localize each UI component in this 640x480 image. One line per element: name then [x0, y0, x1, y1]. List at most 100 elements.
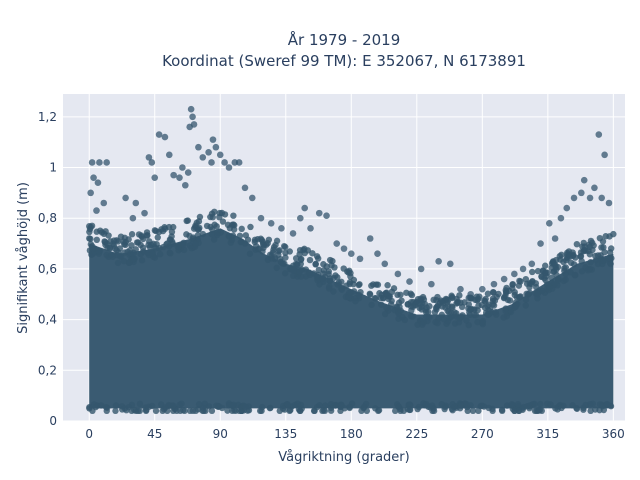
- data-point: [390, 285, 398, 292]
- data-point: [167, 250, 174, 257]
- outlier-point: [563, 204, 571, 212]
- data-point: [131, 406, 138, 414]
- data-point: [522, 296, 530, 303]
- data-point: [463, 400, 470, 408]
- data-point: [227, 239, 234, 246]
- data-point: [393, 303, 400, 310]
- data-point: [242, 403, 249, 410]
- x-tick-label: 315: [536, 427, 559, 441]
- data-point: [541, 275, 548, 282]
- data-point: [128, 231, 136, 238]
- data-point: [471, 306, 478, 313]
- data-point: [267, 404, 274, 412]
- data-point: [572, 254, 579, 261]
- data-point: [295, 406, 303, 413]
- outlier-point: [235, 159, 243, 166]
- data-point: [553, 271, 560, 279]
- data-point: [515, 282, 523, 289]
- outlier-point: [208, 159, 215, 166]
- outlier-point: [195, 143, 202, 151]
- data-point: [603, 400, 611, 408]
- data-point: [306, 256, 314, 264]
- data-point: [570, 261, 578, 268]
- chart-subtitle: Koordinat (Sweref 99 TM): E 352067, N 61…: [162, 52, 526, 70]
- data-point: [326, 277, 333, 284]
- data-point: [534, 407, 542, 415]
- y-axis-title: Signifikant våghöjd (m): [16, 182, 31, 334]
- data-point: [433, 303, 441, 310]
- outlier-point: [182, 181, 189, 189]
- outlier-point: [301, 204, 308, 212]
- outlier-point: [165, 151, 173, 159]
- data-point: [228, 402, 236, 410]
- data-point: [315, 266, 323, 274]
- data-point: [495, 290, 502, 298]
- data-point: [87, 241, 95, 248]
- data-point: [500, 314, 507, 321]
- y-axis-ticks: 0 0,2 0,4 0,6 0,8 1 1,2: [38, 110, 57, 428]
- data-point: [428, 402, 436, 409]
- outlier-point: [161, 133, 169, 141]
- data-point: [121, 249, 128, 256]
- outlier-point: [267, 219, 275, 227]
- data-point: [114, 259, 122, 267]
- data-point: [522, 275, 530, 283]
- outlier-point: [87, 189, 94, 197]
- data-point: [132, 246, 139, 253]
- outlier-point: [340, 245, 348, 252]
- x-tick-label: 180: [340, 427, 363, 441]
- data-point: [580, 404, 587, 412]
- data-point: [607, 260, 614, 268]
- outlier-point: [467, 290, 474, 298]
- outlier-point: [333, 240, 341, 247]
- data-point: [592, 252, 599, 260]
- data-point: [465, 321, 472, 329]
- outlier-point: [141, 209, 148, 217]
- outlier-point: [366, 235, 374, 242]
- data-point: [433, 297, 440, 304]
- data-point: [464, 407, 471, 415]
- data-point: [465, 301, 472, 308]
- data-point: [321, 407, 329, 415]
- data-point: [508, 401, 516, 408]
- data-point: [385, 295, 392, 303]
- data-point: [366, 290, 374, 297]
- data-point: [373, 281, 380, 288]
- data-point: [419, 321, 426, 328]
- data-point: [313, 253, 321, 260]
- data-point: [326, 283, 333, 290]
- data-point: [542, 262, 549, 269]
- data-point: [109, 253, 116, 260]
- data-point: [451, 403, 458, 411]
- outlier-point: [129, 214, 137, 222]
- outlier-point: [179, 164, 186, 171]
- data-point: [259, 240, 267, 248]
- data-point: [472, 311, 480, 319]
- data-point: [199, 230, 207, 238]
- outlier-point: [216, 151, 224, 159]
- data-point: [174, 243, 182, 250]
- outlier-point: [307, 225, 314, 232]
- outlier-point: [189, 113, 196, 121]
- data-point: [230, 212, 237, 219]
- data-point: [562, 270, 569, 278]
- y-tick-label: 1,2: [38, 110, 57, 124]
- data-point: [110, 237, 118, 244]
- outlier-point: [586, 194, 594, 202]
- outlier-point: [155, 131, 163, 138]
- data-point: [502, 305, 509, 312]
- data-point: [176, 401, 183, 409]
- outlier-point: [94, 179, 102, 187]
- data-point: [95, 247, 102, 255]
- data-point: [247, 223, 254, 231]
- data-point: [475, 295, 482, 303]
- data-point: [522, 302, 529, 309]
- x-tick-label: 135: [274, 427, 297, 441]
- data-point: [482, 295, 489, 303]
- data-point: [126, 259, 133, 266]
- data-point: [558, 251, 565, 258]
- data-point: [236, 232, 244, 239]
- data-point: [449, 304, 456, 311]
- data-point: [469, 407, 477, 415]
